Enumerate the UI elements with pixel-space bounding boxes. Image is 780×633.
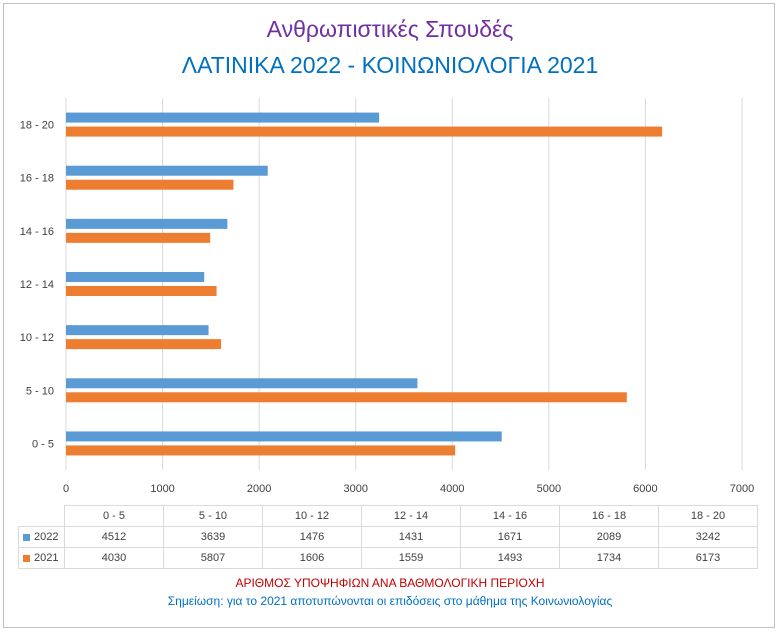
data-table-cell: 1671 — [460, 526, 560, 548]
bar-2021-2 — [66, 339, 222, 350]
data-table-cell: 3639 — [163, 526, 263, 548]
data-table-cell: 6173 — [658, 547, 758, 569]
bar-2022-1 — [66, 378, 418, 389]
bar-2022-5 — [66, 165, 268, 176]
bar-2022-3 — [66, 272, 205, 282]
data-table-category: 16 - 18 — [559, 505, 659, 527]
y-tick-label: 0 - 5 — [32, 438, 54, 450]
data-table-cell: 1493 — [460, 547, 560, 569]
data-table-cell: 1431 — [361, 526, 461, 548]
bar-2021-3 — [66, 286, 217, 296]
y-tick-label: 18 - 20 — [20, 120, 54, 132]
x-tick-label: 1000 — [150, 483, 174, 495]
data-table-cell: 1559 — [361, 547, 461, 569]
data-table-category: 0 - 5 — [64, 505, 164, 527]
footnote-note: Σημείωση: για το 2021 αποτυπώνονται οι ε… — [167, 594, 613, 608]
series-name: 2022 — [34, 531, 59, 543]
bar-2022-6 — [66, 112, 380, 123]
legend-swatch-2021 — [23, 554, 30, 562]
footnote-title: ΑΡΙΘΜΟΣ ΥΠΟΨΗΦΙΩΝ ΑΝΑ ΒΑΘΜΟΛΟΓΙΚΗ ΠΕΡΙΟΧ… — [235, 576, 545, 590]
bar-2022-2 — [66, 325, 209, 336]
chart-title: Ανθρωπιστικές Σπουδές — [266, 16, 514, 42]
y-tick-label: 12 - 14 — [20, 279, 54, 291]
y-tick-label: 14 - 16 — [20, 226, 54, 238]
data-table-category: 5 - 10 — [163, 505, 263, 527]
x-tick-label: 7000 — [730, 483, 754, 495]
data-table: 0 - 5 5 - 10 10 - 12 12 - 14 14 - 16 16 … — [18, 505, 758, 569]
x-tick-label: 3000 — [343, 483, 367, 495]
x-tick-label: 4000 — [440, 483, 464, 495]
bar-2021-5 — [66, 179, 234, 190]
data-table-cell: 3242 — [658, 526, 758, 548]
data-table-row-2022: 2022 4512 3639 1476 1431 1671 2089 3242 — [18, 526, 758, 548]
data-table-header: 0 - 5 5 - 10 10 - 12 12 - 14 14 - 16 16 … — [18, 505, 758, 527]
data-table-cell: 1734 — [559, 547, 659, 569]
x-tick-label: 6000 — [633, 483, 657, 495]
bar-2022-4 — [66, 218, 228, 229]
data-table-cell: 5807 — [163, 547, 263, 569]
data-table-cell: 1606 — [262, 547, 362, 569]
y-tick-label: 5 - 10 — [26, 385, 54, 397]
y-tick-label: 10 - 12 — [20, 332, 54, 344]
bar-2021-6 — [66, 126, 663, 137]
data-table-corner — [18, 505, 65, 527]
data-table-category: 12 - 14 — [361, 505, 461, 527]
bar-2021-0 — [66, 445, 456, 456]
data-table-row-2021: 2021 4030 5807 1606 1559 1493 1734 6173 — [18, 547, 758, 569]
legend-entry-2022: 2022 — [18, 526, 65, 548]
data-table-cell: 4512 — [64, 526, 164, 548]
series-name: 2021 — [34, 552, 59, 564]
chart-subtitle: ΛΑΤΙΝΙΚΑ 2022 - ΚΟΙΝΩΝΙΟΛΟΓΙΑ 2021 — [181, 52, 599, 78]
data-table-cell: 2089 — [559, 526, 659, 548]
data-table-cell: 4030 — [64, 547, 164, 569]
bar-2021-4 — [66, 232, 211, 243]
y-tick-label: 16 - 18 — [20, 173, 54, 185]
x-tick-label: 2000 — [247, 483, 271, 495]
legend-entry-2021: 2021 — [18, 547, 65, 569]
data-table-category: 18 - 20 — [658, 505, 758, 527]
bar-2022-0 — [66, 431, 502, 442]
x-tick-label: 5000 — [537, 483, 561, 495]
data-table-category: 10 - 12 — [262, 505, 362, 527]
data-table-cell: 1476 — [262, 526, 362, 548]
x-tick-label: 0 — [63, 483, 69, 495]
bar-2021-1 — [66, 392, 627, 403]
data-table-category: 14 - 16 — [460, 505, 560, 527]
bar-chart: 0 - 5 5 - 10 10 - 12 12 - 14 14 - 16 16 - 18 1… — [20, 98, 754, 495]
legend-swatch-2022 — [23, 533, 30, 541]
